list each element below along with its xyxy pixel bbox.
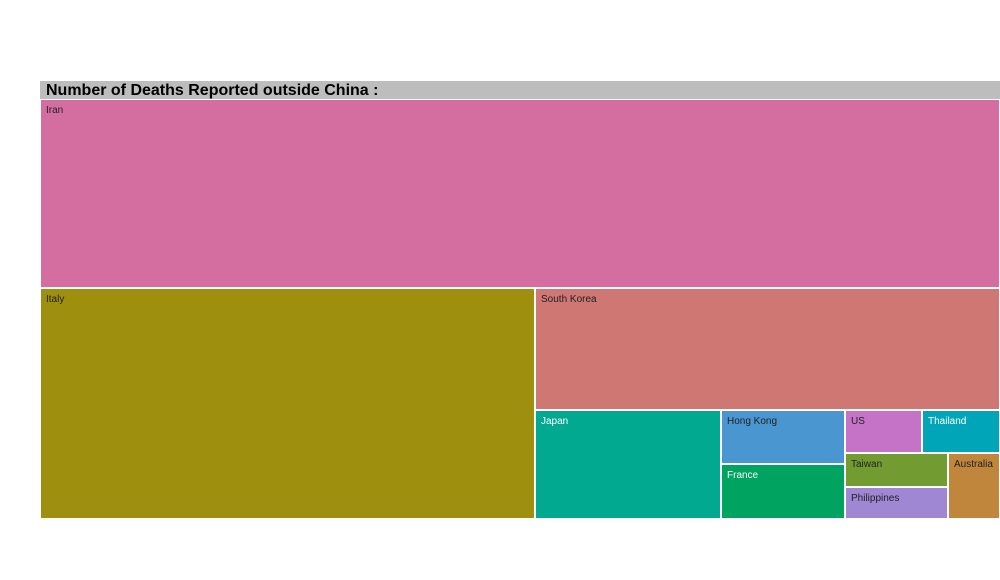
- tile-label-japan: Japan: [541, 416, 568, 427]
- tile-label-thailand: Thailand: [928, 416, 966, 427]
- tile-rect-japan[interactable]: [534, 409, 722, 519]
- tile-us[interactable]: US: [844, 409, 923, 454]
- tile-thailand[interactable]: Thailand: [921, 409, 1000, 454]
- tile-label-south-korea: South Korea: [541, 294, 597, 305]
- tile-rect-france[interactable]: [720, 463, 846, 519]
- tile-rect-thailand[interactable]: [921, 409, 1000, 454]
- treemap-chart: Number of Deaths Reported outside China …: [40, 81, 1000, 519]
- chart-title: Number of Deaths Reported outside China …: [46, 82, 379, 99]
- tile-south-korea[interactable]: South Korea: [534, 287, 1000, 411]
- tile-rect-italy[interactable]: [40, 287, 536, 519]
- tile-japan[interactable]: Japan: [534, 409, 722, 519]
- tile-france[interactable]: France: [720, 463, 846, 519]
- tile-hong-kong[interactable]: Hong Kong: [720, 409, 846, 465]
- tile-label-hong-kong: Hong Kong: [727, 416, 777, 427]
- tile-rect-australia[interactable]: [947, 452, 1000, 519]
- tile-rect-philippines[interactable]: [844, 486, 949, 519]
- tile-philippines[interactable]: Philippines: [844, 486, 949, 519]
- tile-label-us: US: [851, 416, 865, 427]
- tile-australia[interactable]: Australia: [947, 452, 1000, 519]
- tile-rect-hong-kong[interactable]: [720, 409, 846, 465]
- tile-rect-iran[interactable]: [40, 99, 1000, 289]
- tile-label-philippines: Philippines: [851, 493, 899, 504]
- chart-title-bar: Number of Deaths Reported outside China …: [40, 81, 1000, 99]
- tile-label-france: France: [727, 470, 759, 481]
- tile-taiwan[interactable]: Taiwan: [844, 452, 949, 488]
- tile-label-taiwan: Taiwan: [851, 459, 882, 470]
- tile-italy[interactable]: Italy: [40, 287, 536, 519]
- treemap-svg: Iran Italy South Korea Japan Hong Kong France…: [40, 99, 1000, 519]
- tile-rect-south-korea[interactable]: [534, 287, 1000, 411]
- tile-label-italy: Italy: [46, 294, 64, 305]
- treemap-area: Iran Italy South Korea Japan Hong Kong France…: [40, 99, 1000, 519]
- tile-label-australia: Australia: [954, 459, 993, 470]
- tile-label-iran: Iran: [46, 105, 63, 116]
- tile-iran[interactable]: Iran: [40, 99, 1000, 289]
